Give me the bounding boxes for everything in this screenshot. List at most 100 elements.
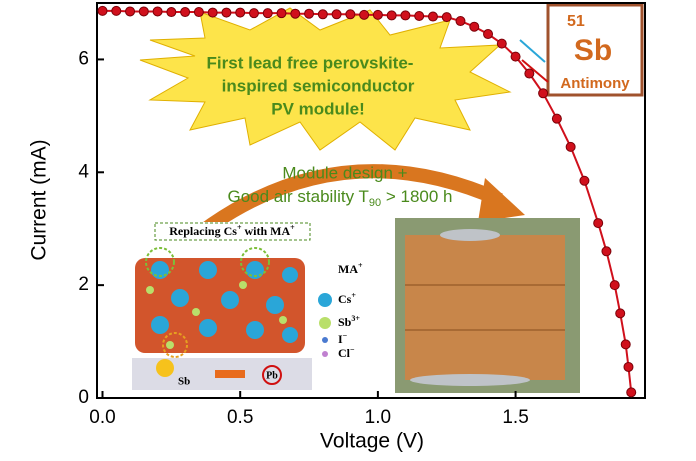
burst-line: First lead free perovskite- [207, 53, 414, 72]
element-box [546, 3, 644, 97]
legend-sup: 3+ [351, 314, 360, 323]
legend-swatch [319, 317, 331, 329]
data-point [510, 51, 521, 62]
data-point [262, 8, 273, 19]
legend-text: MA [338, 262, 358, 276]
data-point [152, 6, 163, 17]
x-tick-label: 1.0 [365, 407, 391, 428]
element-number: 51 [567, 13, 585, 30]
ma-circles [145, 247, 270, 358]
module-lines [405, 284, 565, 331]
data-point [441, 12, 452, 23]
data-point [620, 339, 631, 350]
data-point [207, 7, 218, 18]
data-point [615, 308, 626, 319]
data-point [386, 10, 397, 21]
data-point [565, 141, 576, 152]
legend-swatch [322, 337, 328, 343]
pb-label: Pb [266, 370, 278, 381]
stability-main: Good air stability T [227, 187, 368, 206]
data-point [331, 9, 342, 20]
starburst [139, 7, 512, 151]
inset-legend: MA+Cs+Sb3+I−Cl− [318, 261, 363, 360]
element-name: Antimony [560, 75, 630, 92]
data-point [221, 7, 232, 18]
data-point [427, 11, 438, 22]
arrow-head [478, 178, 525, 222]
data-point [372, 9, 383, 20]
t: with MA [242, 224, 291, 238]
data-point [469, 21, 480, 32]
data-point [111, 5, 122, 16]
legend-swatch [318, 293, 332, 307]
data-point [290, 8, 301, 19]
data-point [609, 280, 620, 291]
legend-label: Cs+ [338, 291, 356, 306]
pointer-arrow [519, 39, 546, 63]
inset-title-box [154, 222, 311, 241]
data-point [317, 9, 328, 20]
y-tick-label: 4 [78, 161, 89, 182]
electrode [440, 229, 500, 241]
legend-sup: − [343, 331, 348, 340]
data-point [538, 88, 549, 99]
legend-text: Cl [338, 346, 351, 360]
x-tick-label: 0.5 [227, 407, 253, 428]
data-point [97, 5, 108, 16]
plot-frame [96, 2, 646, 399]
element-symbol: Sb [574, 34, 612, 67]
data-point [359, 9, 370, 20]
burst-line: inspired semiconductor [222, 76, 415, 95]
legend-text: Sb [338, 315, 352, 329]
legend-sup: + [358, 261, 363, 270]
t: + [237, 223, 242, 232]
data-point [138, 6, 149, 17]
data-point [623, 361, 634, 372]
stability-sub: 90 [369, 197, 381, 209]
pointer-arrow [521, 59, 549, 83]
burst-line: PV module! [271, 99, 365, 118]
data-point [125, 6, 136, 17]
data-point [235, 7, 246, 18]
pb-icon [262, 365, 282, 385]
data-point [455, 16, 466, 27]
cs-spheres [151, 261, 298, 343]
data-point [276, 8, 287, 19]
legend-label: Sb3+ [338, 314, 360, 329]
data-point [193, 7, 204, 18]
sb-spheres [146, 281, 287, 349]
legend-sup: + [351, 291, 356, 300]
inset-title: Replacing Cs+ with MA+ [169, 223, 295, 238]
x-tick-label: 1.5 [502, 407, 528, 428]
y-tick-label: 2 [78, 274, 89, 295]
legend-label: Cl− [338, 345, 355, 360]
data-point [345, 9, 356, 20]
data-point [400, 10, 411, 21]
data-point [551, 113, 562, 124]
exchange-arrow [215, 370, 245, 378]
data-point [414, 10, 425, 21]
data-point [626, 387, 637, 398]
legend-text: I [338, 332, 343, 346]
module [405, 235, 565, 380]
design-text: Module design + [282, 163, 407, 182]
legend-label: MA+ [338, 261, 363, 276]
y-tick-label: 0 [78, 387, 89, 408]
data-point [248, 8, 259, 19]
data-point [166, 7, 177, 18]
data-point [304, 8, 315, 19]
data-point [496, 38, 507, 49]
data-point [593, 218, 604, 229]
data-point [483, 29, 494, 40]
legend-sup: − [350, 345, 355, 354]
data-point [579, 175, 590, 186]
module-photo [395, 218, 580, 393]
electrode [410, 374, 530, 386]
y-tick-label: 6 [78, 48, 89, 69]
inset-schematic: Replacing Cs+ with MA+ Sb Pb MA+Cs+Sb3+I… [120, 222, 390, 397]
stability-text: Good air stability T90 > 1800 h [227, 187, 452, 208]
legend-swatch [322, 351, 328, 357]
data-point [524, 68, 535, 79]
t: Replacing Cs [169, 224, 237, 238]
